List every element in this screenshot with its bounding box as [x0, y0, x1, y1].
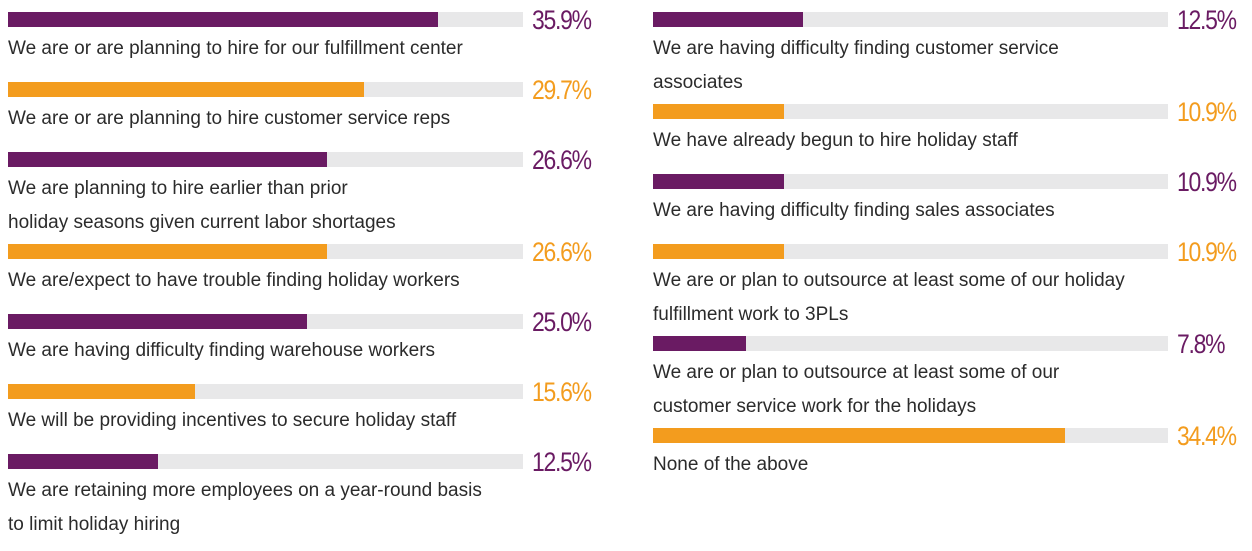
category-label: We are retaining more employees on a yea…	[8, 480, 482, 535]
bar	[8, 384, 195, 399]
bar	[8, 152, 327, 167]
bar-item: 10.9% We are or plan to outsource at leas…	[653, 237, 1252, 332]
bar	[8, 454, 158, 469]
bar-item: 29.7% We are or are planning to hire cust…	[8, 75, 608, 136]
bar-track: 7.8%	[653, 329, 1225, 359]
bar	[653, 336, 747, 351]
category-label: We are planning to hire earlier than pri…	[8, 178, 396, 233]
value-label: 25.0%	[532, 307, 592, 337]
right-column: 12.5% We are having difficulty finding cu…	[653, 5, 1252, 498]
value-label: 7.8%	[1177, 329, 1225, 359]
bar	[653, 174, 784, 189]
value-label: 10.9%	[1177, 237, 1237, 267]
bar	[8, 82, 364, 97]
left-column: 35.9% We are or are planning to hire for …	[8, 5, 608, 546]
category-label: We have already begun to hire holiday st…	[653, 130, 1018, 151]
bar-item: 15.6% We will be providing incentives to …	[8, 377, 608, 438]
category-label: We are having difficulty finding warehou…	[8, 340, 436, 361]
bar-track: 10.9%	[653, 167, 1237, 197]
bar-item: 12.5% We are having difficulty finding cu…	[653, 5, 1252, 100]
category-label: We are or are planning to hire customer …	[8, 108, 451, 129]
category-label: None of the above	[653, 454, 809, 475]
bar-track: 35.9%	[8, 5, 592, 35]
value-label: 15.6%	[532, 377, 592, 407]
bar-track: 10.9%	[653, 237, 1237, 267]
bar-item: 7.8% We are or plan to outsource at least…	[653, 329, 1252, 424]
value-label: 26.6%	[532, 237, 592, 267]
bar	[8, 314, 308, 329]
bar-track: 34.4%	[653, 421, 1237, 451]
value-label: 12.5%	[1177, 5, 1237, 35]
category-label: We are or are planning to hire for our f…	[8, 38, 463, 59]
bar-track: 26.6%	[8, 145, 592, 175]
bar-item: 10.9% We have already begun to hire holid…	[653, 97, 1252, 158]
value-label: 29.7%	[532, 75, 592, 105]
bar	[653, 244, 784, 259]
value-label: 10.9%	[1177, 97, 1237, 127]
value-label: 34.4%	[1177, 421, 1237, 451]
bar-track: 12.5%	[653, 5, 1237, 35]
value-label: 35.9%	[532, 5, 592, 35]
bar-item: 10.9% We are having difficulty finding sa…	[653, 167, 1252, 228]
bar-item: 26.6% We are/expect to have trouble findi…	[8, 237, 608, 298]
bar-track: 29.7%	[8, 75, 592, 105]
category-label: We are or plan to outsource at least som…	[653, 270, 1125, 325]
value-label: 12.5%	[532, 447, 592, 477]
bar-track: 12.5%	[8, 447, 592, 477]
bar-track: 26.6%	[8, 237, 592, 267]
bar	[8, 244, 327, 259]
category-label: We are/expect to have trouble finding ho…	[8, 270, 460, 291]
category-label: We are having difficulty finding sales a…	[653, 200, 1055, 221]
value-label: 10.9%	[1177, 167, 1237, 197]
bar-track: 25.0%	[8, 307, 592, 337]
bar-item: 26.6% We are planning to hire earlier tha…	[8, 145, 608, 240]
bar-item: 12.5% We are retaining more employees on …	[8, 447, 608, 542]
bar-track: 15.6%	[8, 377, 592, 407]
bar	[653, 428, 1065, 443]
bar-item: 25.0% We are having difficulty finding wa…	[8, 307, 608, 368]
bar	[8, 12, 438, 27]
category-label: We are having difficulty finding custome…	[653, 38, 1059, 93]
bar-item: 35.9% We are or are planning to hire for …	[8, 5, 608, 66]
category-label: We are or plan to outsource at least som…	[653, 362, 1060, 417]
bar	[653, 12, 803, 27]
bar-track: 10.9%	[653, 97, 1237, 127]
value-label: 26.6%	[532, 145, 592, 175]
bar	[653, 104, 784, 119]
bar-item: 34.4% None of the above	[653, 421, 1252, 482]
category-label: We will be providing incentives to secur…	[8, 410, 457, 431]
